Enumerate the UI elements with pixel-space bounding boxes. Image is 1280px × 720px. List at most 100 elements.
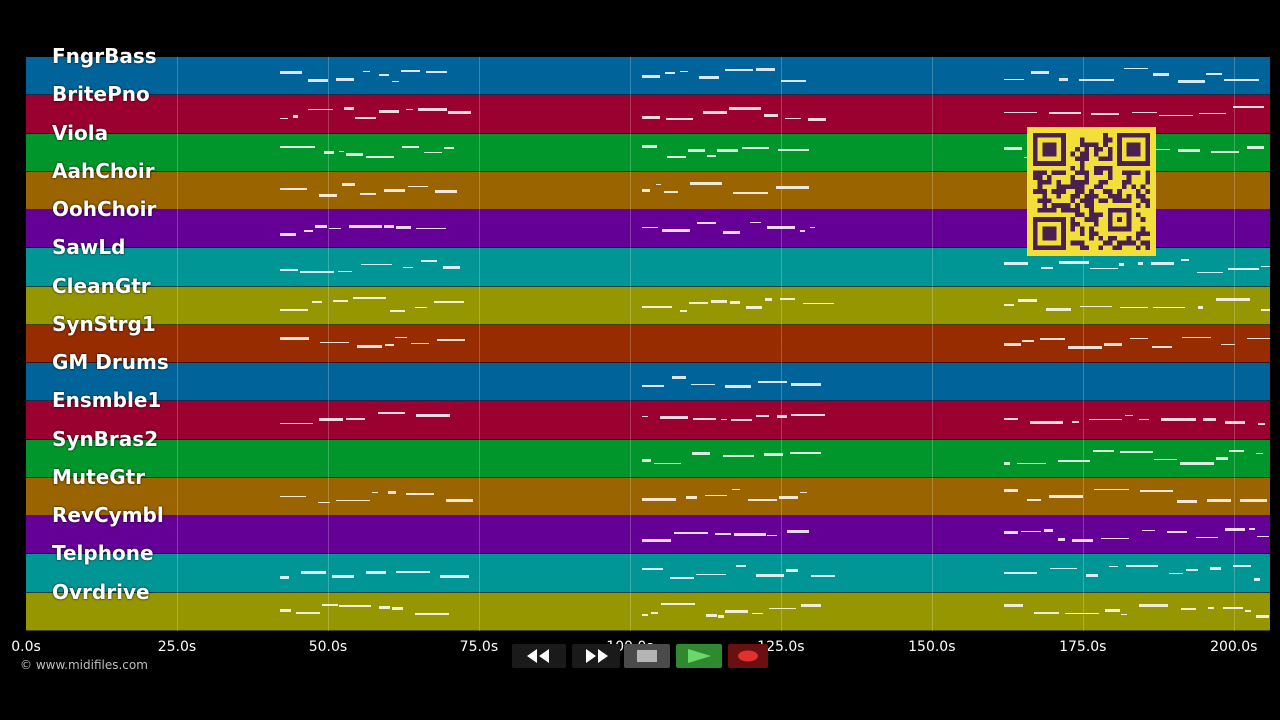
note-mark xyxy=(803,302,834,305)
note-mark xyxy=(1040,338,1066,340)
track-label: CleanGtr xyxy=(52,273,151,298)
note-mark xyxy=(1203,418,1216,422)
note-mark xyxy=(722,231,741,235)
note-mark xyxy=(764,298,773,302)
note-mark xyxy=(385,344,395,346)
note-mark xyxy=(1257,423,1266,425)
note-mark xyxy=(1046,307,1071,311)
note-mark xyxy=(764,453,784,457)
note-mark xyxy=(690,182,722,186)
note-mark xyxy=(279,422,313,425)
note-mark xyxy=(780,80,807,82)
note-mark xyxy=(1176,500,1198,504)
note-mark xyxy=(800,491,808,494)
note-mark xyxy=(801,604,821,608)
stop-icon xyxy=(637,650,657,662)
note-mark xyxy=(1216,457,1228,461)
note-mark xyxy=(1177,149,1201,153)
note-mark xyxy=(317,501,331,504)
note-mark xyxy=(1130,337,1149,340)
rewind-button[interactable] xyxy=(512,644,566,668)
track-label: SynStrg1 xyxy=(52,311,156,336)
note-mark xyxy=(696,573,726,576)
note-mark xyxy=(379,74,390,76)
note-mark xyxy=(1048,494,1083,498)
note-mark xyxy=(706,155,716,157)
note-mark xyxy=(696,222,716,224)
note-mark xyxy=(641,115,660,119)
note-mark xyxy=(653,462,681,465)
play-button[interactable] xyxy=(676,644,722,668)
track-label: Viola xyxy=(52,120,109,145)
track-lane xyxy=(26,554,1270,593)
note-mark xyxy=(328,227,342,230)
note-mark xyxy=(406,108,414,111)
note-mark xyxy=(337,270,352,273)
track-label: RevCymbl xyxy=(52,503,164,528)
note-mark xyxy=(1080,305,1112,308)
note-mark xyxy=(1072,539,1094,543)
note-mark xyxy=(279,70,302,74)
note-mark xyxy=(348,225,383,229)
time-tick-label: 175.0s xyxy=(1059,639,1107,655)
note-mark xyxy=(767,225,796,229)
note-mark xyxy=(415,613,450,615)
note-mark xyxy=(674,532,708,534)
note-mark xyxy=(680,310,687,312)
note-mark xyxy=(1154,458,1177,461)
note-mark xyxy=(1004,343,1022,347)
record-button[interactable] xyxy=(728,644,768,668)
note-mark xyxy=(641,226,658,229)
note-mark xyxy=(387,490,396,494)
note-mark xyxy=(1004,418,1018,420)
note-mark xyxy=(779,496,799,500)
note-mark xyxy=(790,383,821,387)
note-mark xyxy=(716,148,739,152)
track-lane xyxy=(26,286,1270,325)
note-mark xyxy=(756,415,769,417)
note-mark xyxy=(656,183,662,186)
track-label: Ovrdrive xyxy=(52,579,150,604)
note-mark xyxy=(336,77,354,81)
note-mark xyxy=(1180,462,1215,466)
note-mark xyxy=(371,491,378,494)
note-mark xyxy=(396,571,431,573)
note-mark xyxy=(417,107,447,111)
note-mark xyxy=(1150,262,1175,266)
note-mark xyxy=(663,191,678,193)
note-mark xyxy=(733,533,766,537)
note-mark xyxy=(366,156,394,158)
note-mark xyxy=(411,342,430,345)
track-lane xyxy=(26,401,1270,440)
note-mark xyxy=(421,260,437,262)
note-mark xyxy=(1004,78,1025,81)
time-tick-label: 200.0s xyxy=(1210,639,1258,655)
note-mark xyxy=(1104,609,1121,613)
note-mark xyxy=(279,188,308,190)
note-mark xyxy=(1260,309,1270,311)
note-mark xyxy=(666,156,686,158)
record-icon xyxy=(738,650,758,662)
note-mark xyxy=(711,300,728,304)
note-mark xyxy=(1058,538,1066,542)
note-mark xyxy=(692,418,717,420)
note-mark xyxy=(665,72,676,74)
time-tick-label: 125.0s xyxy=(757,639,805,655)
stop-button[interactable] xyxy=(624,644,670,668)
fast-forward-button[interactable] xyxy=(572,644,620,668)
track-label: GM Drums xyxy=(52,350,169,375)
note-mark xyxy=(1161,417,1196,421)
note-mark xyxy=(1232,565,1251,567)
play-icon xyxy=(688,649,711,663)
note-mark xyxy=(395,336,407,339)
note-mark xyxy=(336,499,371,502)
note-mark xyxy=(1004,531,1018,535)
note-mark xyxy=(1004,304,1014,306)
note-mark xyxy=(660,416,689,420)
note-mark xyxy=(1123,67,1149,70)
note-mark xyxy=(660,603,696,605)
note-mark xyxy=(1033,612,1060,614)
note-mark xyxy=(1121,613,1128,616)
note-mark xyxy=(1178,80,1206,84)
note-mark xyxy=(1004,146,1022,150)
